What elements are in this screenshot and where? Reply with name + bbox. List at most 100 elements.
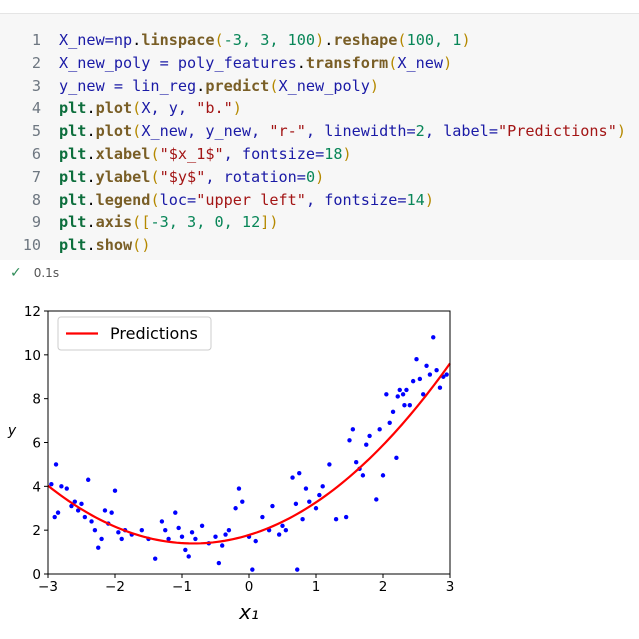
cell-top-divider (0, 13, 639, 14)
code-token: ) (461, 31, 471, 49)
code-token: ) (443, 53, 453, 72)
code-line[interactable]: 3 y_new = lin_reg.predict(X_new_poly) (0, 75, 639, 97)
code-text: X_new=np.linspace(-3, 3, 100).reshape(10… (59, 29, 471, 51)
x-tick-label: 3 (446, 579, 455, 595)
code-token: plt (59, 190, 87, 209)
code-line[interactable]: 7 plt.ylabel("$y$", rotation=0) (0, 166, 639, 188)
code-token: "upper left" (196, 190, 306, 209)
data-point (354, 460, 359, 465)
code-line[interactable]: 5 plt.plot(X_new, y_new, "r-", linewidth=… (0, 120, 639, 142)
code-token: ) (616, 122, 626, 141)
code-line[interactable]: 9 plt.axis([-3, 3, 0, 12]) (0, 211, 639, 233)
data-point (404, 387, 409, 393)
code-token: reshape (333, 31, 398, 49)
code-token: linspace (141, 31, 215, 49)
code-token: -3, 3, 0, 12 (150, 213, 261, 232)
code-line[interactable]: 1 X_new=np.linspace(-3, 3, 100).reshape(1… (0, 29, 639, 51)
data-point (240, 499, 245, 504)
data-point (183, 547, 188, 553)
data-point (384, 392, 389, 397)
code-token: , linewidth= (305, 122, 416, 141)
code-cell[interactable]: 1 X_new=np.linspace(-3, 3, 100).reshape(1… (0, 14, 639, 260)
data-point (276, 532, 282, 537)
data-point (96, 545, 101, 550)
code-token: . (132, 31, 142, 49)
data-point (303, 486, 309, 491)
data-point (400, 392, 406, 397)
plot-output: −3 −2 −1 0 1 2 3 0 2 4 6 8 10 12 x₁ y Predictions (0, 285, 639, 635)
code-token: ( (132, 99, 142, 118)
data-point (333, 517, 339, 522)
code-token: ( (150, 167, 160, 186)
data-point (253, 538, 258, 544)
code-token: . (86, 213, 96, 232)
data-point (72, 499, 78, 504)
code-line[interactable]: 10 plt.show() (0, 234, 639, 256)
data-point (176, 525, 181, 531)
code-token: ) (232, 99, 242, 118)
y-tick-label: 12 (24, 304, 41, 320)
x-tick-label: 0 (245, 579, 254, 595)
code-token: "b." (196, 99, 233, 118)
y-tick-label: 6 (32, 436, 41, 452)
code-token: plt (59, 99, 87, 118)
data-point (437, 385, 443, 390)
code-line[interactable]: 6 plt.xlabel("$x_1$", fontsize=18) (0, 143, 639, 165)
data-point (424, 363, 429, 368)
data-point (119, 536, 124, 542)
data-point (421, 392, 426, 397)
data-point (374, 497, 379, 502)
line-number: 10 (22, 236, 41, 255)
line-number: 2 (31, 53, 41, 72)
data-point (139, 527, 144, 533)
data-point (380, 473, 386, 478)
code-token: X_new (397, 53, 444, 72)
data-point (166, 536, 171, 542)
data-point (86, 477, 91, 482)
code-token: . (86, 167, 96, 186)
data-point (179, 534, 185, 539)
data-point (402, 403, 407, 408)
data-point (414, 357, 419, 362)
code-token: 14 (406, 190, 425, 209)
code-token: xlabel (95, 145, 151, 163)
code-line[interactable]: 4 plt.plot(X, y, "b.") (0, 97, 639, 119)
code-token: [ (141, 213, 151, 232)
data-point (260, 514, 265, 520)
data-point (270, 503, 275, 509)
line-number: 8 (31, 190, 41, 209)
data-point (64, 486, 69, 491)
code-token: -3, 3, 100 (223, 31, 316, 49)
data-point (153, 556, 158, 561)
data-point (53, 462, 59, 467)
code-line[interactable]: 8 plt.legend(loc="upper left", fontsize=1… (0, 189, 639, 211)
data-point (377, 427, 382, 432)
code-token: plt (59, 122, 87, 141)
code-text: X_new_poly = poly_features.transform(X_n… (59, 52, 452, 74)
code-text: plt.xlabel("$x_1$", fontsize=18) (59, 143, 352, 165)
data-point (327, 462, 332, 467)
code-token: ) (315, 31, 325, 49)
data-point (226, 527, 232, 533)
code-token: ( (388, 53, 398, 72)
data-point (99, 536, 104, 542)
code-token: y_new = lin_reg (59, 76, 197, 95)
data-point (52, 514, 57, 520)
code-line[interactable]: 2 X_new_poly = poly_features.transform(X_… (0, 52, 639, 74)
data-point (186, 554, 191, 559)
code-token: . (196, 76, 206, 95)
code-token: ) (424, 190, 434, 209)
data-point (233, 506, 238, 511)
data-point (434, 367, 439, 373)
y-axis-label: y (7, 423, 17, 439)
data-point (290, 475, 295, 480)
success-check-icon: ✓ (10, 265, 22, 281)
code-token: . (86, 99, 96, 118)
data-point (199, 523, 205, 528)
data-point (364, 442, 369, 447)
code-token: legend (95, 190, 151, 209)
code-text: plt.plot(X_new, y_new, "r-", linewidth=2… (59, 120, 626, 142)
code-token: 100, 1 (406, 31, 462, 49)
x-axis-label: x₁ (238, 600, 259, 624)
code-token: . (86, 190, 96, 209)
